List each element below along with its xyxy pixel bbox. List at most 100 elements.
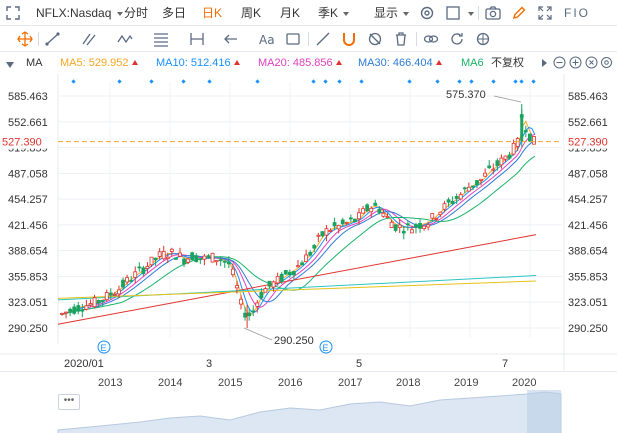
y-tick-right: 421.456 [568, 220, 608, 232]
candle-body [108, 292, 113, 296]
symbol-selector[interactable]: NFLX:Nasdaq [36, 4, 123, 22]
toolbar-divider [308, 32, 309, 46]
expand-icon[interactable] [4, 4, 22, 22]
candle-body [300, 262, 304, 266]
tab-daily-k[interactable]: 日K [202, 6, 223, 20]
event-dot [181, 79, 186, 84]
moving-average-lines [57, 120, 537, 325]
candle-body [218, 259, 223, 262]
x-axis: 2020/01 3 5 7 E E [0, 340, 617, 370]
display-menu[interactable]: 显示 [374, 4, 410, 22]
candle-body [393, 224, 398, 231]
candle-body [96, 300, 101, 304]
indicator-name[interactable]: MA [26, 57, 43, 69]
event-dot [117, 79, 122, 84]
low-label: 290.250 [274, 335, 314, 347]
candle-body [336, 225, 341, 230]
event-dot [435, 79, 440, 84]
earnings-marker-icon [97, 340, 111, 354]
candle-body [206, 255, 211, 258]
link-icon[interactable] [422, 30, 440, 48]
up-arrow-icon [131, 60, 138, 65]
trash-icon[interactable] [392, 30, 410, 48]
event-dot [311, 79, 316, 84]
fio-button[interactable]: FIO [564, 6, 590, 20]
collapse-triangle-icon[interactable] [6, 59, 14, 72]
camera-icon[interactable] [484, 4, 502, 22]
svg-text:Aa: Aa [259, 33, 275, 47]
candle-body [133, 271, 138, 278]
ma20-label: MA20: 485.856 [258, 57, 333, 69]
close-icon[interactable] [585, 56, 598, 73]
crosshair-icon[interactable] [16, 30, 34, 48]
tab-quarterly-k[interactable]: 季K [318, 4, 350, 22]
settings-icon[interactable] [474, 30, 492, 48]
pencil-icon[interactable] [510, 4, 528, 22]
candle-body [381, 212, 386, 217]
event-dot [407, 79, 412, 84]
checkbox-icon[interactable] [444, 4, 462, 22]
adjust-label[interactable]: 不复权 [491, 57, 524, 69]
overview-area[interactable] [0, 390, 617, 433]
arrow-left-icon[interactable] [222, 30, 240, 48]
magnet-icon[interactable] [340, 30, 358, 48]
eye-icon[interactable] [538, 57, 550, 73]
range-icon[interactable] [188, 30, 206, 48]
candle-body [149, 256, 154, 266]
candle-body [88, 303, 93, 306]
candle-body [263, 288, 268, 293]
y-tick-left: 454.257 [8, 194, 48, 206]
gear-icon[interactable] [600, 56, 613, 73]
drag-handle[interactable]: ••• [58, 394, 80, 410]
wave-icon[interactable] [116, 30, 134, 48]
candle-body [226, 261, 231, 265]
candle-body [210, 252, 215, 263]
candlestick-chart[interactable]: 585.463585.463552.661552.661519.859519.8… [0, 74, 617, 370]
note-icon[interactable] [284, 30, 302, 48]
candle-body [296, 265, 300, 268]
fibonacci-icon[interactable] [152, 30, 170, 48]
overview-year-label: 2017 [338, 377, 363, 389]
fullscreen-icon[interactable] [536, 4, 554, 22]
x-tick-label: 7 [502, 358, 508, 370]
text-icon[interactable]: Aa [258, 30, 276, 48]
refresh-icon[interactable] [448, 30, 466, 48]
candle-body [153, 257, 158, 261]
zoom-out-icon[interactable] [553, 56, 566, 73]
trendline-icon[interactable] [44, 30, 62, 48]
candle-body [483, 172, 488, 177]
gear-icon[interactable] [418, 4, 436, 22]
candle-body [446, 199, 451, 203]
chevron-down-icon[interactable] [468, 12, 474, 16]
ma-legend: MA MA5: 529.952 MA10: 512.416 MA20: 485.… [0, 52, 617, 74]
tab-intraday[interactable]: 分时 [124, 6, 149, 20]
candle-body [235, 285, 239, 289]
tab-monthly-k[interactable]: 月K [280, 6, 301, 20]
candle-body [157, 251, 162, 257]
overview-navigator[interactable]: 2013 2014 2015 2016 2017 2018 2019 2020 ••• [0, 371, 617, 433]
current-price-text: 527.390 [2, 137, 42, 149]
zoom-in-icon[interactable] [569, 56, 582, 73]
overview-area-path [57, 391, 562, 433]
channel-icon[interactable] [80, 30, 98, 48]
chart-canvas[interactable]: 585.463585.463552.661552.661519.859519.8… [0, 74, 617, 370]
event-dot [457, 79, 462, 84]
candle-body [324, 228, 329, 236]
ruler-icon[interactable] [314, 30, 332, 48]
event-dot [255, 79, 260, 84]
ma5-label: MA5: 529.952 [60, 57, 129, 69]
candle-body [348, 217, 353, 220]
candle-body [397, 224, 402, 228]
candle-body [479, 178, 483, 181]
candle-body [332, 222, 337, 227]
tab-multiday[interactable]: 多日 [162, 6, 187, 20]
candle-body [190, 252, 195, 261]
candle-body [202, 255, 207, 260]
current-price-tag [0, 134, 56, 149]
candle-body [182, 258, 186, 265]
candle-body [499, 157, 504, 166]
hide-icon[interactable] [366, 30, 384, 48]
y-tick-left: 290.250 [8, 323, 48, 335]
candle-body [312, 245, 317, 249]
tab-weekly-k[interactable]: 周K [241, 6, 262, 20]
